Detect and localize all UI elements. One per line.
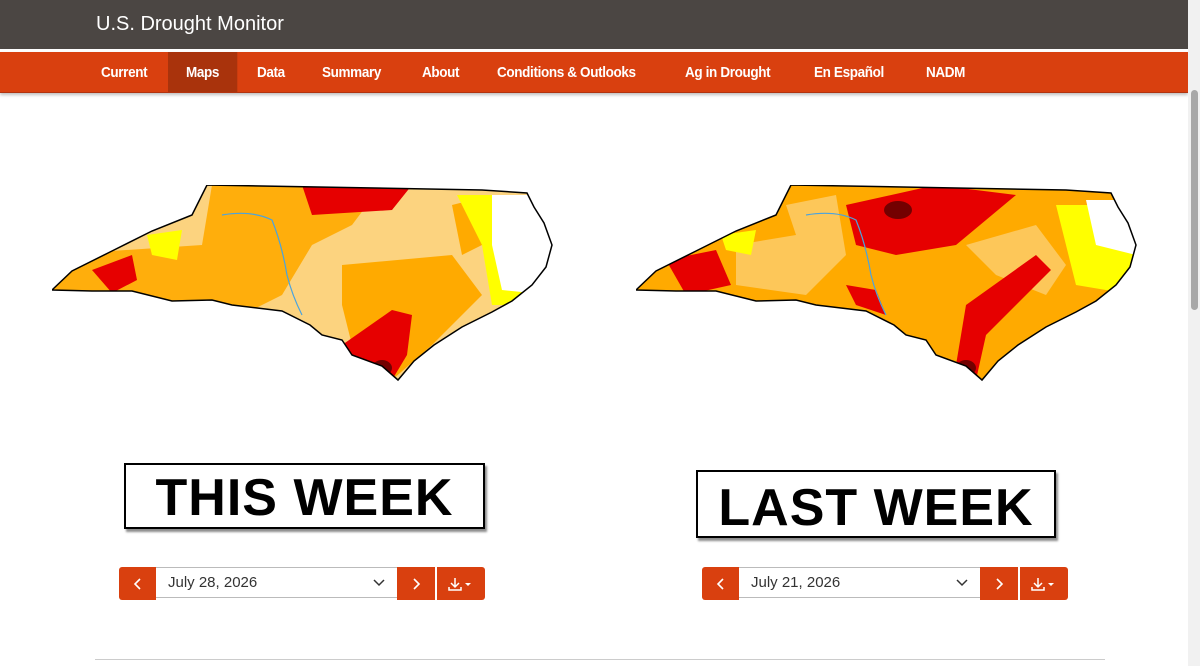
date-text: July 21, 2026: [751, 574, 841, 591]
week-label: LAST WEEK: [696, 470, 1056, 538]
nav-link[interactable]: About: [421, 64, 460, 81]
nav-link[interactable]: NADM: [925, 64, 965, 81]
nav-link[interactable]: Current: [101, 64, 148, 81]
main-nav: Current Maps Data Summary About Conditions & …: [0, 52, 1188, 93]
download-button[interactable]: [1020, 567, 1068, 600]
prev-button[interactable]: [702, 567, 739, 600]
divider: [95, 659, 1105, 660]
nav-link[interactable]: Data: [257, 64, 285, 81]
chevron-right: [413, 577, 421, 590]
caret: [373, 578, 385, 586]
prev-button[interactable]: [119, 567, 156, 600]
date-select[interactable]: July 28, 2026: [156, 567, 397, 598]
nav-link[interactable]: Conditions & Outlooks: [496, 64, 636, 81]
nav-link[interactable]: En Español: [813, 64, 884, 81]
download-icon: [1031, 577, 1054, 591]
chevron-left: [716, 577, 724, 590]
date-control: July 21, 2026: [702, 567, 1068, 600]
date-text: July 28, 2026: [168, 574, 258, 591]
chevron-left: [133, 577, 141, 590]
scroll-thumb[interactable]: [1191, 90, 1198, 310]
caret: [956, 578, 968, 586]
next-button[interactable]: [980, 567, 1018, 600]
drought-map: [52, 185, 553, 381]
drought-map: [636, 185, 1137, 381]
download-button[interactable]: [437, 567, 485, 600]
chevron-right: [996, 577, 1004, 590]
date-control: July 28, 2026: [119, 567, 485, 600]
next-button[interactable]: [397, 567, 435, 600]
nav-link[interactable]: Summary: [322, 64, 382, 81]
header-bar: U.S. Drought Monitor: [0, 0, 1188, 49]
date-select[interactable]: July 21, 2026: [739, 567, 980, 598]
nav-link[interactable]: Ag in Drought: [685, 64, 771, 81]
week-label: THIS WEEK: [124, 463, 485, 529]
download-icon: [448, 577, 471, 591]
scrollbar[interactable]: [1188, 0, 1200, 666]
site-title[interactable]: U.S. Drought Monitor: [96, 13, 284, 35]
nav-link[interactable]: Maps: [168, 52, 238, 92]
